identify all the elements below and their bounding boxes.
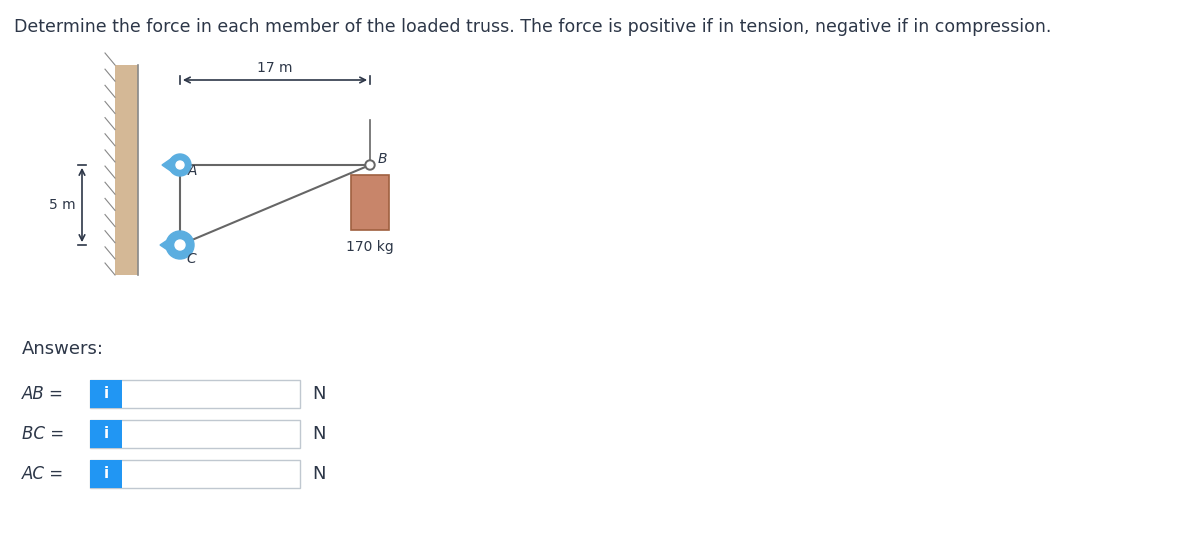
Text: Answers:: Answers: xyxy=(22,340,104,358)
Bar xyxy=(115,65,138,275)
Text: BC =: BC = xyxy=(22,425,64,443)
Text: A: A xyxy=(188,164,198,178)
Text: AB =: AB = xyxy=(22,385,64,403)
Text: 170 kg: 170 kg xyxy=(346,240,394,254)
Text: C: C xyxy=(186,252,196,266)
Bar xyxy=(352,175,389,230)
Circle shape xyxy=(367,162,373,168)
Circle shape xyxy=(166,231,194,259)
Circle shape xyxy=(175,240,185,250)
Text: N: N xyxy=(312,425,325,443)
Text: N: N xyxy=(312,465,325,483)
Text: AC =: AC = xyxy=(22,465,64,483)
Text: Determine the force in each member of the loaded truss. The force is positive if: Determine the force in each member of th… xyxy=(14,18,1051,36)
Text: N: N xyxy=(312,385,325,403)
Circle shape xyxy=(176,161,184,169)
Polygon shape xyxy=(160,235,175,255)
Circle shape xyxy=(365,160,376,170)
Polygon shape xyxy=(162,156,175,174)
Text: i: i xyxy=(103,387,108,401)
Text: 5 m: 5 m xyxy=(49,198,76,212)
Text: i: i xyxy=(103,426,108,441)
Text: 17 m: 17 m xyxy=(257,61,293,75)
Circle shape xyxy=(169,154,191,176)
Text: i: i xyxy=(103,467,108,482)
Text: B: B xyxy=(378,152,388,166)
